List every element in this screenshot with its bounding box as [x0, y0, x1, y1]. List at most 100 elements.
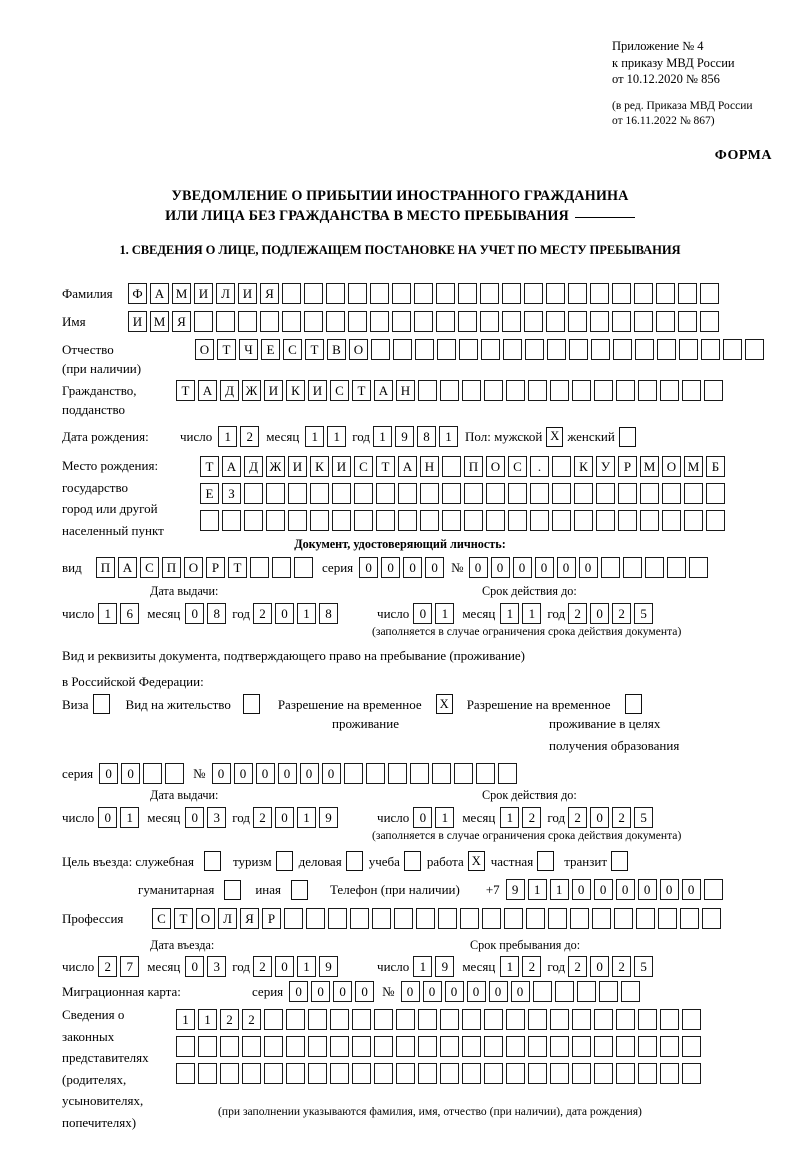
form-cell[interactable] [704, 380, 723, 401]
form-cell[interactable]: А [198, 380, 217, 401]
form-cell[interactable] [332, 483, 351, 504]
form-cell[interactable] [304, 283, 323, 304]
form-cell[interactable] [706, 483, 725, 504]
form-cell[interactable]: 1 [120, 807, 140, 828]
form-cell[interactable]: О [486, 456, 505, 477]
form-cell[interactable] [613, 339, 632, 360]
form-cell[interactable]: О [662, 456, 681, 477]
form-cell[interactable] [343, 763, 363, 784]
form-cell[interactable]: И [194, 283, 213, 304]
form-cell[interactable]: 8 [207, 603, 227, 624]
form-cell[interactable] [242, 1063, 261, 1084]
form-cell[interactable] [475, 763, 495, 784]
form-cell[interactable]: К [310, 456, 329, 477]
form-cell[interactable]: Л [216, 283, 235, 304]
form-cell[interactable] [572, 1063, 591, 1084]
form-cell[interactable]: 0 [275, 956, 295, 977]
form-cell[interactable] [635, 339, 654, 360]
form-cell[interactable]: Р [262, 908, 281, 929]
form-cell[interactable]: 1 [527, 879, 547, 900]
purpose-study-checkbox[interactable] [403, 851, 421, 871]
form-cell[interactable] [352, 1036, 371, 1057]
form-cell[interactable] [176, 1036, 195, 1057]
form-cell[interactable]: 8 [417, 426, 437, 447]
form-cell[interactable] [484, 380, 503, 401]
form-cell[interactable] [682, 380, 701, 401]
purpose-other-checkbox[interactable] [290, 879, 308, 900]
form-cell[interactable]: С [283, 339, 302, 360]
form-cell[interactable] [216, 311, 235, 332]
form-cell[interactable]: И [288, 456, 307, 477]
form-cell[interactable] [530, 510, 549, 531]
purpose-business-checkbox[interactable] [345, 851, 363, 871]
form-cell[interactable] [680, 908, 699, 929]
form-cell[interactable] [242, 1036, 261, 1057]
form-cell[interactable] [418, 380, 437, 401]
form-cell[interactable] [644, 557, 664, 578]
form-cell[interactable] [600, 557, 620, 578]
form-cell[interactable] [497, 763, 517, 784]
form-cell[interactable] [176, 1063, 195, 1084]
form-cell[interactable] [436, 311, 455, 332]
form-cell[interactable]: 1 [297, 603, 317, 624]
form-cell[interactable] [220, 1063, 239, 1084]
purpose-tourism-checkbox[interactable] [275, 851, 293, 871]
form-cell[interactable] [554, 981, 574, 1002]
form-cell[interactable] [264, 1009, 283, 1030]
form-cell[interactable]: О [195, 339, 214, 360]
form-cell[interactable] [530, 483, 549, 504]
form-cell[interactable]: 0 [403, 557, 423, 578]
form-cell[interactable] [678, 311, 697, 332]
form-cell[interactable]: Т [376, 456, 395, 477]
form-cell[interactable]: 0 [299, 763, 319, 784]
form-cell[interactable] [198, 1036, 217, 1057]
form-cell[interactable] [418, 1063, 437, 1084]
form-cell[interactable] [574, 483, 593, 504]
form-cell[interactable]: Е [261, 339, 280, 360]
form-cell[interactable]: 0 [681, 879, 701, 900]
form-cell[interactable] [326, 283, 345, 304]
form-cell[interactable] [266, 510, 285, 531]
form-cell[interactable] [484, 1063, 503, 1084]
purpose-private-checkbox[interactable] [537, 851, 555, 871]
visa-checkbox[interactable] [92, 694, 110, 714]
form-cell[interactable]: 0 [413, 807, 433, 828]
form-cell[interactable] [480, 311, 499, 332]
form-cell[interactable]: 1 [305, 426, 325, 447]
form-cell[interactable] [506, 1009, 525, 1030]
form-cell[interactable] [460, 908, 479, 929]
form-cell[interactable]: 0 [571, 879, 591, 900]
form-cell[interactable] [526, 908, 545, 929]
form-cell[interactable] [371, 339, 390, 360]
form-cell[interactable]: М [172, 283, 191, 304]
form-cell[interactable] [572, 1036, 591, 1057]
form-cell[interactable] [220, 1036, 239, 1057]
form-cell[interactable] [348, 311, 367, 332]
form-cell[interactable] [660, 380, 679, 401]
form-cell[interactable]: И [308, 380, 327, 401]
edu-residence-checkbox[interactable] [624, 694, 642, 714]
form-cell[interactable] [464, 483, 483, 504]
form-cell[interactable] [656, 283, 675, 304]
form-cell[interactable] [250, 557, 269, 578]
form-cell[interactable] [286, 1036, 305, 1057]
form-cell[interactable]: Т [176, 380, 195, 401]
form-cell[interactable] [616, 1036, 635, 1057]
form-cell[interactable]: Ж [266, 456, 285, 477]
form-cell[interactable]: 0 [637, 879, 657, 900]
representatives-cells-2[interactable] [176, 1036, 704, 1057]
form-cell[interactable] [484, 1009, 503, 1030]
form-cell[interactable]: З [222, 483, 241, 504]
form-cell[interactable] [614, 908, 633, 929]
form-cell[interactable]: Ж [242, 380, 261, 401]
form-cell[interactable] [260, 311, 279, 332]
form-cell[interactable] [576, 981, 596, 1002]
form-cell[interactable] [612, 311, 631, 332]
